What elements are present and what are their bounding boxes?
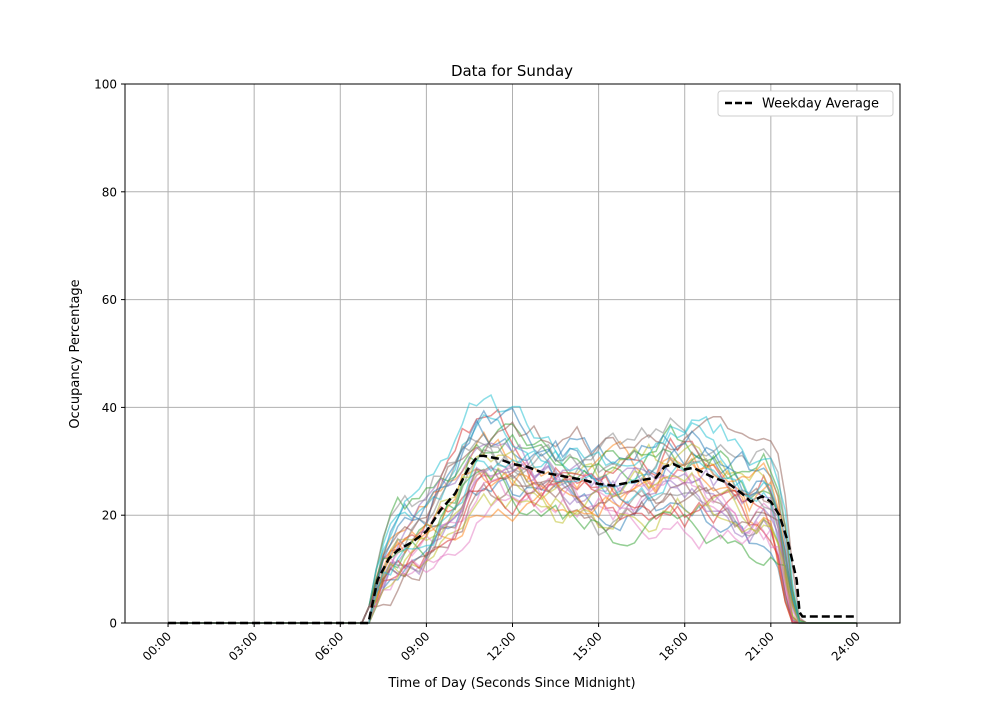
y-axis-label: Occupancy Percentage (68, 279, 83, 428)
average-line (168, 454, 857, 625)
x-axis-label: Time of Day (Seconds Since Midnight) (387, 676, 635, 691)
x-tick-label: 18:00 (656, 629, 690, 663)
x-tick-label: 24:00 (829, 629, 863, 663)
y-tick-label: 100 (94, 78, 117, 92)
y-tick-label: 80 (102, 185, 117, 199)
legend-label: Weekday Average (762, 97, 879, 112)
grid (125, 83, 900, 624)
y-tick-label: 0 (109, 617, 117, 631)
chart-title: Data for Sunday (451, 62, 573, 80)
y-tick-label: 20 (102, 509, 117, 523)
legend-box (717, 90, 894, 117)
x-tick-label: 15:00 (570, 629, 604, 663)
x-tick-label: 00:00 (140, 629, 174, 663)
y-tick-label: 40 (102, 401, 117, 415)
legend: Weekday Average (717, 90, 894, 117)
ticks: 00:00 03:00 06:00 09:00 12:00 15:00 18:00 21:00… (94, 78, 863, 664)
x-tick-label: 03:00 (226, 629, 260, 663)
average-series (168, 454, 857, 625)
x-tick-label: 09:00 (398, 629, 432, 663)
x-tick-label: 21:00 (743, 629, 777, 663)
x-tick-label: 06:00 (312, 629, 346, 663)
y-tick-label: 60 (102, 293, 117, 307)
x-tick-label: 12:00 (484, 629, 518, 663)
